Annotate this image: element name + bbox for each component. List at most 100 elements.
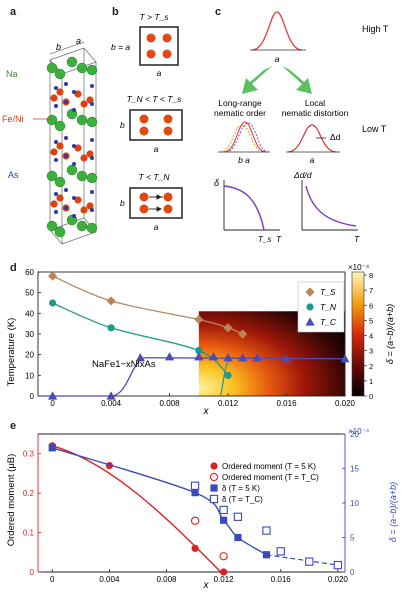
phase-diagram-legend: T_S T_N T_C bbox=[297, 281, 345, 333]
colorbar-ticks: 0 1 2 3 4 5 6 7 8 bbox=[364, 271, 373, 401]
ba-label: b a bbox=[238, 155, 250, 165]
t_n-point bbox=[224, 371, 232, 379]
moment-point bbox=[48, 444, 56, 452]
legend-marker bbox=[305, 317, 315, 326]
as-atom bbox=[72, 90, 76, 94]
legend-box bbox=[297, 281, 345, 333]
as-atom bbox=[64, 206, 68, 210]
fe-ni-atom bbox=[56, 194, 64, 202]
colorbar-tick-label: 8 bbox=[369, 271, 373, 280]
na-atom bbox=[54, 226, 66, 238]
atom bbox=[139, 204, 149, 214]
legend-marker bbox=[209, 472, 219, 482]
as-atom bbox=[90, 156, 94, 160]
ordered-moment-chart: 0 0.004 0.008 0.012 0.016 0.02000.10.20.30510… bbox=[6, 427, 398, 591]
left-title-2: nematic order bbox=[214, 108, 266, 118]
na-atom bbox=[46, 114, 58, 126]
state3-bottom-label: a bbox=[154, 222, 159, 232]
spin-arrows bbox=[149, 194, 163, 212]
na-atoms bbox=[46, 56, 98, 238]
y-tick-label: 60 bbox=[25, 268, 34, 277]
high-t-a-label: a bbox=[275, 54, 280, 64]
t_n-point bbox=[195, 346, 203, 355]
legend-marker bbox=[209, 494, 219, 504]
e-xlabel: x bbox=[203, 580, 210, 591]
legend-label: Ordered moment (T = T_C) bbox=[222, 473, 319, 482]
fe-ni-atom bbox=[86, 150, 94, 158]
t_c-point bbox=[281, 354, 292, 363]
as-atom bbox=[90, 102, 94, 106]
y-tick-label: 0 bbox=[30, 568, 35, 577]
y-tick-label: 0.3 bbox=[23, 450, 35, 459]
as-label: As bbox=[8, 170, 19, 180]
atom bbox=[163, 204, 173, 214]
t_c-point bbox=[164, 352, 175, 361]
na-atom bbox=[86, 172, 98, 184]
y-tick-label: 0 bbox=[30, 392, 35, 401]
y-tick-label: 30 bbox=[25, 330, 34, 339]
axis-b-label: b bbox=[56, 42, 61, 52]
panel-label-d: d bbox=[10, 262, 17, 274]
as-atom bbox=[64, 82, 68, 86]
as-atom bbox=[54, 192, 58, 196]
legend-label: Ordered moment (T = 5 K) bbox=[222, 462, 316, 471]
y-tick-label: 20 bbox=[25, 351, 34, 360]
x-tick-label: 0.016 bbox=[271, 575, 292, 584]
t_c-point bbox=[223, 353, 233, 362]
fe-ni-atom bbox=[74, 144, 82, 152]
fe-ni-atom bbox=[80, 100, 88, 108]
legend-label: T_C bbox=[320, 317, 337, 327]
x-tick-label: 0.016 bbox=[277, 399, 298, 408]
moment-point bbox=[233, 512, 243, 521]
y-right-tick-label: 0 bbox=[350, 568, 355, 577]
as-atom bbox=[72, 144, 76, 148]
moment-point bbox=[219, 552, 228, 561]
panel-label-a: a bbox=[10, 6, 17, 18]
unit-cell-frame bbox=[49, 47, 97, 245]
high-t-peak bbox=[251, 11, 303, 51]
fe-ni-atom bbox=[86, 202, 94, 210]
na-atom bbox=[54, 176, 66, 188]
plot1-ylabel: δ bbox=[214, 178, 220, 188]
moment-point bbox=[190, 516, 200, 525]
t_c-point bbox=[48, 391, 58, 400]
state1-bottom-label: a bbox=[157, 68, 162, 78]
x-tick-label: 0.020 bbox=[335, 399, 356, 408]
as-atom bbox=[90, 190, 94, 194]
y-right-tick-label: 10 bbox=[350, 499, 359, 508]
colorbar-tick-label: 7 bbox=[369, 286, 373, 295]
as-atom bbox=[72, 162, 76, 166]
fe-ni-atom bbox=[50, 94, 58, 102]
na-atom bbox=[76, 114, 88, 126]
delta-curve bbox=[52, 447, 267, 556]
colorbar-tick-label: 1 bbox=[369, 377, 373, 386]
na-atom bbox=[54, 68, 66, 80]
as-atom bbox=[90, 208, 94, 212]
lattice-schematics: T > T_s b = a a T_N < T < T_s b a T < T_… bbox=[111, 12, 183, 232]
d-xlabel: x bbox=[203, 406, 210, 417]
x-tick-label: 0.012 bbox=[214, 575, 235, 584]
t_c-point bbox=[194, 352, 204, 361]
fe-ni-atom bbox=[80, 154, 88, 162]
na-atom bbox=[66, 56, 78, 68]
as-atom bbox=[54, 86, 58, 90]
t_n-point bbox=[49, 299, 57, 307]
compound-annotation: NaFe1−xNixAs bbox=[92, 359, 156, 370]
moment-point bbox=[219, 505, 228, 515]
moment-point bbox=[191, 489, 199, 497]
right-title-1: Local bbox=[305, 98, 325, 108]
atom bbox=[146, 49, 156, 59]
delta-dashed bbox=[266, 554, 338, 566]
atom bbox=[162, 49, 172, 59]
y-right-tick-label: 20 bbox=[350, 430, 359, 439]
state2-box bbox=[129, 109, 183, 141]
t_s-point bbox=[48, 271, 58, 281]
nematic-schematic: a High T Long-range nematic order Local … bbox=[214, 11, 389, 244]
state1-left-label: b = a bbox=[111, 42, 130, 52]
delta-d-label: Δd bbox=[330, 132, 341, 142]
atom bbox=[162, 33, 172, 43]
nematic-peak-a bbox=[225, 122, 269, 153]
fe-ni-atom bbox=[86, 96, 94, 104]
na-atom bbox=[76, 170, 88, 182]
t_c-point bbox=[208, 352, 219, 361]
